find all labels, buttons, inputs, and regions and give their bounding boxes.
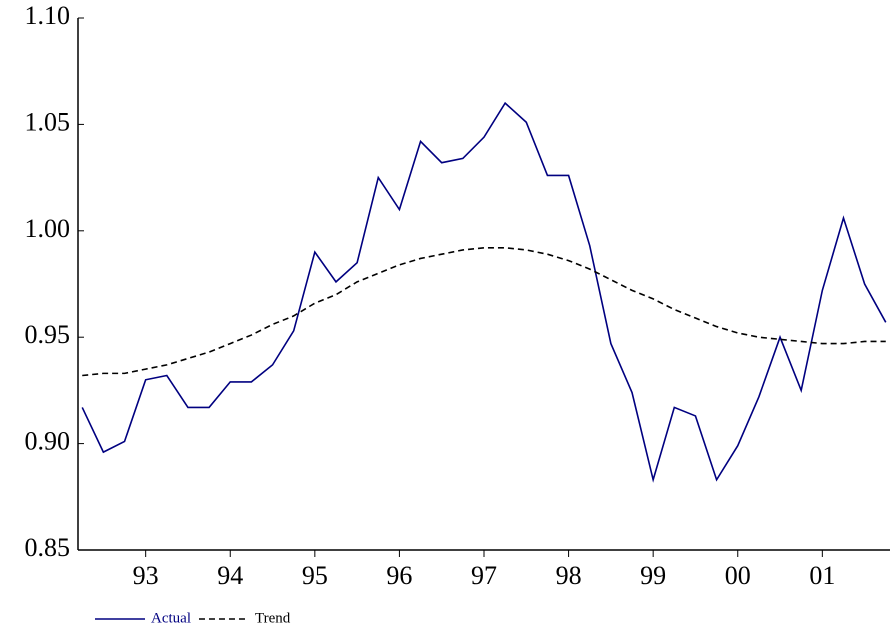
y-tick-label: 1.05 [25, 107, 71, 136]
x-tick-label: 95 [302, 561, 328, 590]
y-tick-label: 0.90 [25, 427, 71, 456]
series-line [82, 247, 886, 377]
x-tick-label: 97 [471, 561, 497, 590]
x-tick-label: 93 [133, 561, 159, 590]
y-tick-label: 0.95 [25, 320, 71, 349]
x-tick-label: 94 [217, 561, 243, 590]
x-tick-label: 99 [640, 561, 666, 590]
x-tick-label: 96 [386, 561, 412, 590]
legend-label: Trend [255, 610, 291, 626]
y-tick-label: 0.85 [25, 533, 71, 562]
x-tick-label: 00 [725, 561, 751, 590]
x-tick-label: 98 [556, 561, 582, 590]
x-tick-label: 01 [809, 561, 835, 590]
y-tick-label: 1.10 [25, 1, 71, 30]
legend-label: Actual [151, 610, 191, 626]
series-line [81, 101, 887, 483]
y-tick-label: 1.00 [25, 214, 71, 243]
